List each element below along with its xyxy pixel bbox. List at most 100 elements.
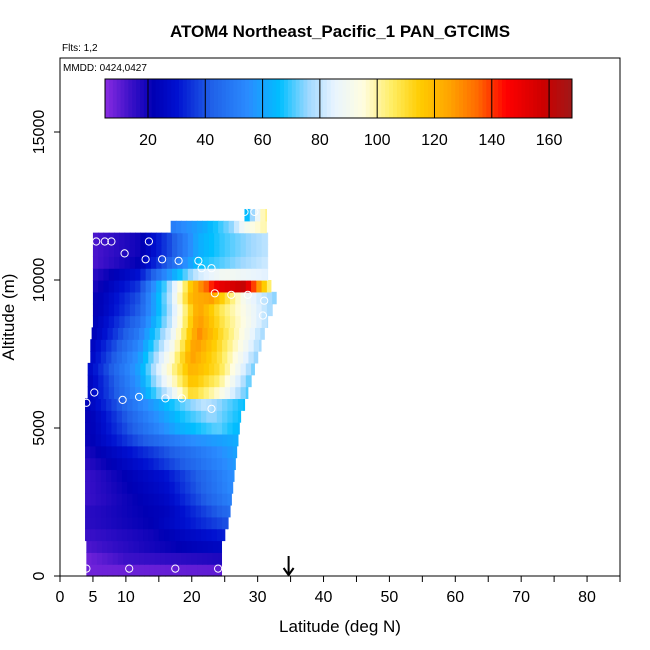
heatmap-cell [153,398,160,411]
heatmap-cell [187,268,194,281]
heatmap-cell [193,280,199,293]
heatmap-cell [190,493,197,506]
heatmap-cell [164,445,170,459]
heatmap-cell [169,481,176,494]
colorbar-segment [128,79,133,118]
heatmap-cell [177,268,184,281]
heatmap-cell [211,481,218,494]
heatmap-cell [222,339,228,352]
heatmap-cell [216,493,223,506]
heatmap-cell [158,469,165,482]
colorbar-segment [136,79,141,118]
heatmap-cell [143,516,149,530]
heatmap-cell [187,386,194,399]
chart-title: ATOM4 Northeast_Pacific_1 PAN_GTCIMS [170,22,510,41]
heatmap-cell [227,493,232,506]
heatmap-cell [207,540,214,553]
heatmap-cell [156,303,163,317]
heatmap-cell [145,315,152,328]
heatmap-cell [114,280,120,293]
colorbar-segment [245,79,250,118]
heatmap-cell [206,457,213,471]
heatmap-cell [219,232,226,246]
heatmap-cell [161,303,168,317]
heatmap-cell [203,232,210,246]
heatmap-cell [245,362,252,376]
colorbar-tick-label: 120 [421,132,448,149]
heatmap-cell [244,220,251,234]
heatmap-cell [153,516,160,530]
heatmap-cell [158,445,165,459]
heatmap-cell [111,493,118,506]
heatmap-cell [229,362,236,376]
heatmap-cell [214,386,221,399]
heatmap-cell [108,244,115,257]
heatmap-cell [87,374,94,388]
heatmap-cell [218,552,223,565]
heatmap-cell [174,469,181,482]
heatmap-cell [216,457,223,471]
heatmap-cell [124,232,131,246]
heatmap-cell [106,528,112,542]
heatmap-cell [144,327,151,340]
heatmap-cell [195,528,202,542]
heatmap-cell [164,339,170,352]
heatmap-cell [143,410,149,423]
heatmap-cell [154,540,161,553]
heatmap-cell [127,410,134,423]
heatmap-cell [145,362,152,376]
heatmap-cell [153,469,160,482]
heatmap-cell [190,433,197,447]
colorbar-segment [175,79,180,118]
heatmap-cell [216,410,223,423]
heatmap-cell [191,552,198,565]
y-axis-title: Altitude (m) [0,274,18,361]
heatmap-cell [182,362,189,376]
heatmap-cell [240,386,247,399]
heatmap-cell [260,220,267,234]
heatmap-cell [203,315,210,328]
colorbar-segment [377,79,382,118]
heatmap-cell [135,386,141,399]
heatmap-cell [158,528,165,542]
heatmap-cell [153,528,160,542]
heatmap-cell [103,374,110,388]
heatmap-cell [251,362,255,376]
heatmap-cell [95,433,102,447]
heatmap-cell [195,433,202,447]
heatmap-cell [92,374,99,388]
heatmap-cell [185,445,192,459]
heatmap-cell [185,493,192,506]
heatmap-cell [228,327,235,340]
heatmap-cell [200,504,207,518]
heatmap-cell [208,374,215,388]
heatmap-cell [148,504,155,518]
heatmap-cell [216,398,223,411]
heatmap-cell [261,232,268,246]
heatmap-cell [195,445,202,459]
observation-point [207,264,216,273]
heatmap-cell [195,410,202,423]
x-tick-label: 40 [315,589,333,606]
heatmap-cell [195,469,202,482]
colorbar-segment [233,79,238,118]
colorbar-segment [470,79,476,118]
heatmap-cell [227,351,234,364]
heatmap-cell [185,504,192,518]
observation-point [207,404,216,413]
observation-point [197,264,206,273]
colorbar-segment [424,79,429,118]
heatmap-cell [129,386,136,399]
heatmap-cell [92,232,99,246]
colorbar-segment [486,79,491,118]
heatmap-cell [108,256,115,269]
heatmap-cell [98,315,105,328]
heatmap-cell [235,280,242,293]
heatmap-cell [251,291,257,305]
heatmap-cell [116,493,123,506]
heatmap-cell [185,528,192,542]
heatmap-cell [206,516,213,530]
heatmap-cell [85,516,91,530]
observation-point [250,207,259,216]
heatmap-cell [124,315,131,328]
